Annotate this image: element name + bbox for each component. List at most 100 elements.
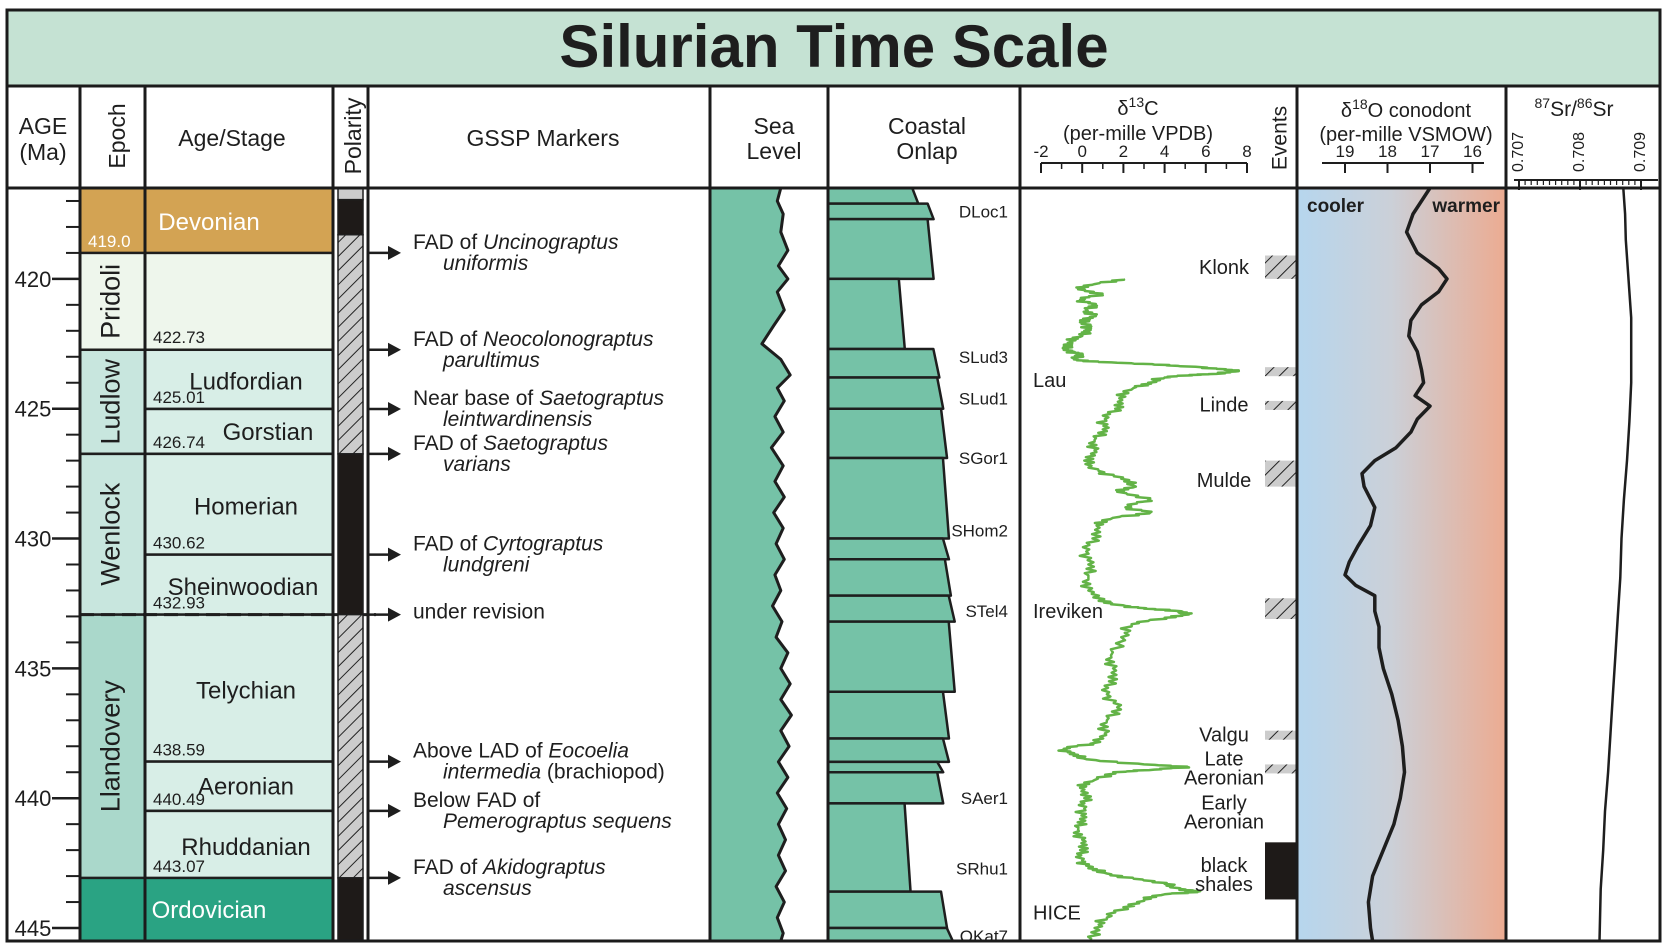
d13c-header-line1: δ13C bbox=[1117, 94, 1158, 120]
event-label: Klonk bbox=[1199, 257, 1250, 279]
sea-level-header-line2: Level bbox=[747, 138, 802, 164]
epoch-label: Wenlock bbox=[96, 482, 126, 586]
onlap-label: SLud1 bbox=[959, 389, 1008, 408]
event-marker bbox=[1265, 764, 1297, 774]
onlap-label: SHom2 bbox=[951, 522, 1008, 541]
d13c-tick-label: 0 bbox=[1077, 142, 1086, 161]
onlap-sequence bbox=[826, 202, 935, 221]
onlap-sequence bbox=[826, 537, 951, 561]
sr-tick-label: 0.708 bbox=[1571, 132, 1588, 172]
event-label: shales bbox=[1195, 874, 1253, 896]
onlap-header-line2: Onlap bbox=[896, 138, 957, 164]
stage-base-label: 440.49 bbox=[153, 790, 205, 809]
d13c-event-label: HICE bbox=[1033, 902, 1081, 924]
event-marker bbox=[1265, 255, 1297, 279]
stage-base-label: 430.62 bbox=[153, 534, 205, 553]
d13c-curve bbox=[1057, 278, 1241, 941]
d18o-warmer-label: warmer bbox=[1431, 196, 1500, 217]
gssp-label: Above LAD of Eocoelia bbox=[413, 740, 629, 763]
gssp-arrowhead bbox=[388, 547, 401, 562]
stage-cell bbox=[143, 553, 335, 616]
period-ordovician bbox=[80, 877, 333, 941]
age-label: 435 bbox=[15, 656, 52, 681]
gssp-label: parultimus bbox=[442, 349, 540, 372]
polarity-zone bbox=[337, 198, 364, 236]
stage-label: Sheinwoodian bbox=[168, 574, 319, 601]
gssp-label: uniformis bbox=[443, 252, 529, 275]
stage-label: Aeronian bbox=[198, 774, 294, 801]
onlap-sequence bbox=[826, 760, 945, 774]
gssp-header: GSSP Markers bbox=[467, 125, 620, 151]
d18o-curve bbox=[1343, 188, 1449, 941]
onlap-sequence bbox=[826, 690, 951, 740]
polarity-zone bbox=[337, 877, 364, 941]
onlap-header-line1: Coastal bbox=[888, 113, 966, 139]
gssp-arrowhead bbox=[388, 607, 401, 622]
d18o-header-line1: δ18O conodont bbox=[1341, 96, 1472, 122]
sr-curve bbox=[1598, 188, 1633, 941]
frame-outline bbox=[5, 84, 1662, 943]
onlap-sequence bbox=[826, 188, 920, 205]
gssp-label: Near base of Saetograptus bbox=[413, 387, 665, 410]
period-base-label: 419.0 bbox=[88, 232, 131, 251]
sr-tick-label: 0.709 bbox=[1632, 132, 1649, 172]
chart-title: Silurian Time Scale bbox=[559, 13, 1108, 80]
d13c-tick-label: 2 bbox=[1119, 142, 1128, 161]
sr-tick-label: 0.707 bbox=[1510, 132, 1527, 172]
event-marker bbox=[1265, 400, 1297, 410]
d18o-tick-label: 18 bbox=[1378, 142, 1397, 161]
event-marker bbox=[1265, 598, 1297, 620]
polarity-zone bbox=[337, 613, 364, 879]
event-marker bbox=[1265, 460, 1297, 487]
event-marker bbox=[1265, 842, 1297, 900]
event-label: Aeronian bbox=[1184, 768, 1264, 790]
d13c-tick-label: -2 bbox=[1033, 142, 1048, 161]
stage-base-label: 443.07 bbox=[153, 857, 205, 876]
age-header-line2: (Ma) bbox=[19, 139, 66, 165]
onlap-sequence bbox=[826, 376, 945, 410]
gssp-label: intermedia (brachiopod) bbox=[443, 761, 665, 784]
gssp-arrowhead bbox=[388, 870, 401, 885]
gssp-arrowhead bbox=[388, 245, 401, 260]
sea-level-curve bbox=[760, 188, 793, 941]
d18o-tick-label: 17 bbox=[1421, 142, 1440, 161]
gssp-arrowhead bbox=[388, 342, 401, 357]
onlap-sequence bbox=[826, 926, 955, 941]
sea-level-area bbox=[710, 188, 792, 941]
onlap-sequence bbox=[826, 620, 956, 693]
d13c-tick-label: 4 bbox=[1160, 142, 1169, 161]
stage-base-label: 426.74 bbox=[153, 433, 205, 452]
period-devonian bbox=[80, 188, 333, 253]
stage-base-label: 422.73 bbox=[153, 328, 205, 347]
column-headers: AGE (Ma) Epoch Age/Stage Polarity GSSP M… bbox=[19, 94, 1614, 174]
d13c-event-label: Ireviken bbox=[1033, 601, 1103, 623]
d13c-event-label: Lau bbox=[1033, 370, 1066, 392]
stage-label: Telychian bbox=[196, 677, 296, 704]
polarity-zone bbox=[337, 233, 364, 455]
gssp-label: FAD of Uncinograptus bbox=[413, 231, 619, 254]
gssp-arrowhead bbox=[388, 446, 401, 461]
gssp-label: leintwardinensis bbox=[443, 408, 593, 431]
age-header-line1: AGE bbox=[19, 113, 68, 139]
d13c-tick-label: 6 bbox=[1201, 142, 1210, 161]
onlap-label: SRhu1 bbox=[956, 859, 1008, 878]
stage-base-label: 432.93 bbox=[153, 594, 205, 613]
onlap-sequence bbox=[826, 558, 953, 597]
event-label: Late bbox=[1205, 749, 1244, 771]
title-bar bbox=[5, 8, 1662, 88]
polarity-zone bbox=[337, 453, 364, 616]
age-label: 430 bbox=[15, 527, 52, 552]
event-marker bbox=[1265, 730, 1297, 740]
epoch-label: Pridoli bbox=[96, 264, 126, 339]
d18o-tick-label: 19 bbox=[1336, 142, 1355, 161]
onlap-sequence bbox=[826, 407, 949, 460]
onlap-sequence bbox=[826, 594, 956, 623]
epoch-header: Epoch bbox=[104, 103, 130, 168]
event-label: black bbox=[1201, 855, 1249, 877]
stage-cell bbox=[143, 452, 335, 556]
epoch-label: Llandovery bbox=[96, 680, 126, 813]
stage-label: Rhuddanian bbox=[181, 834, 310, 861]
gssp-label: FAD of Saetograptus bbox=[413, 432, 608, 455]
stage-header: Age/Stage bbox=[178, 125, 285, 151]
